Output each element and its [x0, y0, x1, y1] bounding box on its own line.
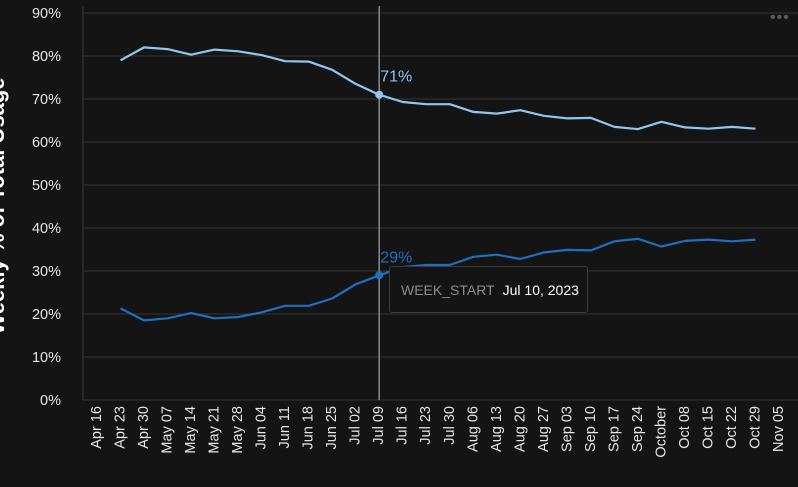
y-tick-label: 60%	[32, 135, 61, 151]
x-tick-label: Aug 27	[536, 406, 552, 452]
x-tick-label: Sep 03	[559, 406, 575, 452]
y-tick-label: 10%	[32, 350, 61, 366]
x-tick-label: Nov 05	[771, 406, 787, 452]
x-tick-label: Jun 11	[277, 406, 293, 448]
y-tick-label: 50%	[32, 178, 61, 194]
x-tick-label: May 07	[160, 406, 176, 454]
hover-point-2	[375, 271, 384, 280]
x-tick-label: Jul 30	[442, 406, 458, 445]
y-tick-label: 40%	[32, 221, 61, 237]
y-tick-label: 90%	[32, 6, 61, 22]
x-tick-label: Jul 23	[418, 406, 434, 445]
y-tick-label: 0%	[40, 393, 61, 409]
hover-value-label-2: 29%	[380, 249, 412, 266]
tooltip-value: Jul 10, 2023	[502, 281, 579, 298]
y-tick-label: 20%	[32, 307, 61, 323]
x-tick-label: Aug 13	[489, 406, 505, 452]
x-tick-label: October	[653, 406, 669, 458]
x-tick-label: Jul 02	[348, 406, 364, 445]
x-tick-label: Apr 16	[89, 406, 105, 449]
y-axis-label: Weekly % of Total Usage	[0, 77, 9, 334]
x-tick-label: Apr 30	[136, 406, 152, 449]
series-line-1	[119, 46, 756, 131]
more-horizontal-icon[interactable]: •••	[770, 9, 790, 26]
grid-lines	[82, 6, 798, 401]
x-tick-label: Sep 17	[606, 406, 622, 452]
y-tick-label: 80%	[32, 49, 61, 65]
x-tick-label: May 21	[207, 406, 223, 454]
y-tick-label: 70%	[32, 92, 61, 108]
hover-point-1	[375, 90, 384, 99]
x-tick-label: Oct 15	[700, 406, 716, 449]
x-tick-label: Jun 25	[324, 406, 340, 450]
x-tick-label: Jul 09	[371, 406, 387, 445]
y-tick-label: 30%	[32, 264, 61, 280]
tooltip-key: WEEK_START	[401, 281, 495, 298]
y-tick-labels: 0% 10% 20% 30% 40% 50% 60% 70% 80% 90%	[32, 6, 61, 409]
x-tick-label: Sep 10	[583, 406, 599, 452]
x-tick-label: Oct 08	[677, 406, 693, 449]
x-tick-label: Sep 24	[630, 406, 646, 452]
x-tick-label: Aug 20	[512, 406, 528, 452]
hover-value-label-1: 71%	[380, 69, 412, 86]
x-tick-label: May 28	[230, 406, 246, 454]
x-tick-label: Oct 22	[724, 406, 740, 449]
x-tick-labels: Apr 16 Apr 23 Apr 30 May 07 May 14 May 21 May …	[89, 406, 787, 458]
x-tick-label: Jul 16	[395, 406, 411, 445]
x-tick-label: Oct 29	[747, 406, 763, 449]
x-tick-label: Aug 06	[465, 406, 481, 452]
x-tick-label: Jun 04	[254, 406, 270, 450]
series-lines: 71% 29%	[119, 46, 756, 322]
x-tick-label: Jun 18	[301, 406, 317, 450]
x-tick-label: Apr 23	[113, 406, 129, 449]
x-tick-label: May 14	[183, 406, 199, 454]
hover-tooltip: WEEK_START Jul 10, 2023	[389, 266, 588, 313]
series-line-2	[119, 237, 756, 322]
